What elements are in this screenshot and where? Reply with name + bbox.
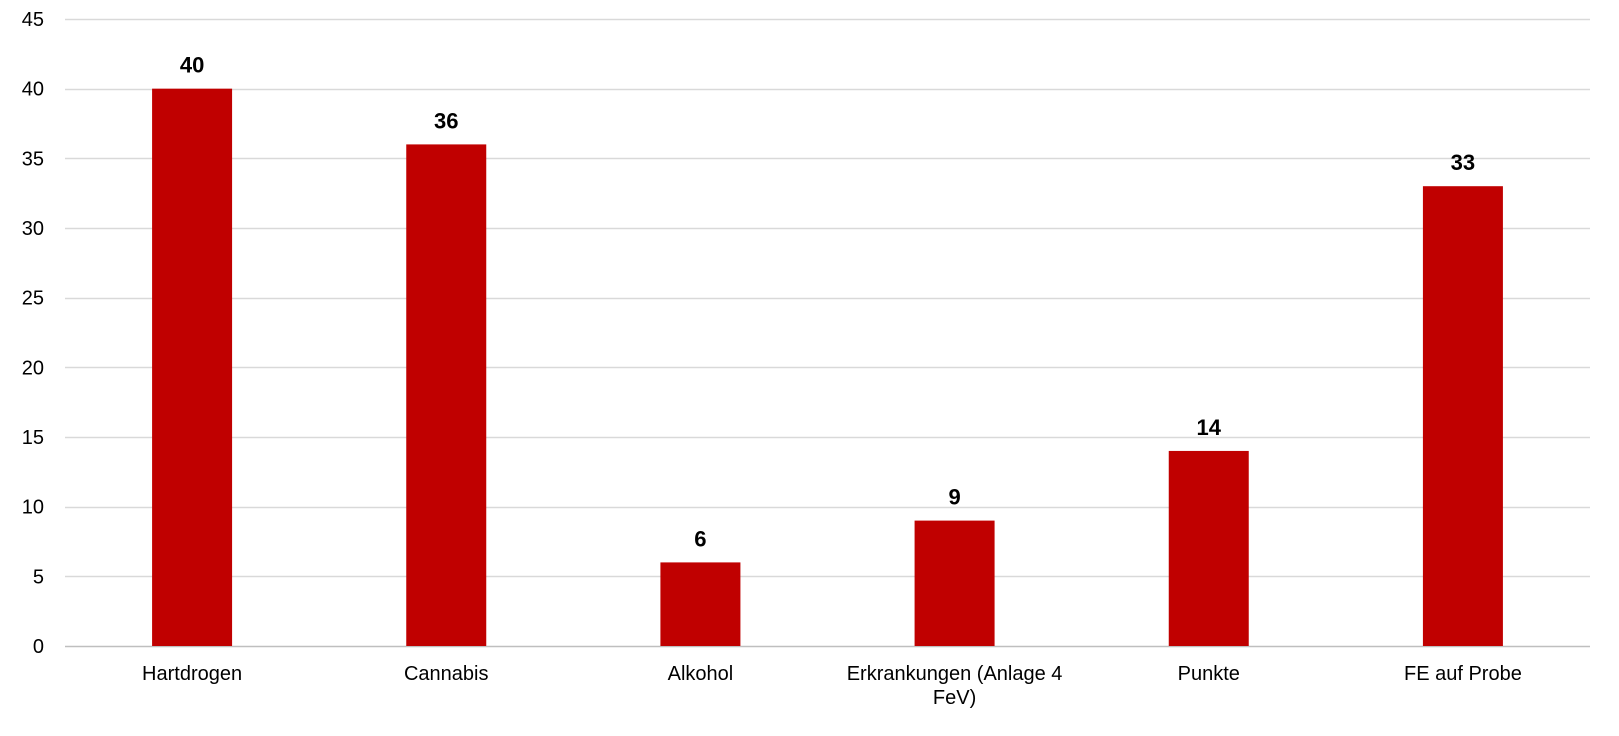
x-axis-categories: Hartdrogen Cannabis Alkohol Erkrankungen (A…	[142, 663, 1522, 709]
y-axis-ticks: 0 5 10 15 20 25 30 35 40 45	[22, 9, 44, 658]
bar	[914, 520, 995, 646]
y-tick-label: 40	[22, 79, 44, 101]
data-label: 14	[1197, 415, 1222, 440]
data-label: 6	[694, 526, 706, 551]
gridlines	[65, 18, 1590, 648]
x-category-label: Punkte	[1178, 663, 1240, 685]
data-label: 40	[180, 53, 204, 78]
x-category-label: FE auf Probe	[1404, 663, 1522, 685]
x-category-label: FeV)	[933, 687, 976, 709]
bar	[406, 144, 487, 646]
bar	[152, 88, 233, 646]
bars	[152, 88, 1503, 646]
y-tick-label: 10	[22, 497, 44, 519]
x-category-label: Hartdrogen	[142, 663, 242, 685]
data-label: 9	[948, 485, 960, 510]
y-tick-label: 35	[22, 148, 44, 170]
data-label: 36	[434, 108, 458, 133]
bar	[1422, 186, 1503, 646]
y-tick-label: 45	[22, 9, 44, 31]
y-tick-label: 30	[22, 218, 44, 240]
x-category-label: Alkohol	[668, 663, 734, 685]
y-tick-label: 5	[33, 566, 44, 588]
data-labels: 40 36 6 9 14 33	[180, 53, 1475, 552]
bar	[660, 562, 741, 646]
y-tick-label: 20	[22, 357, 44, 379]
x-category-label: Cannabis	[404, 663, 489, 685]
bar	[1168, 450, 1249, 646]
data-label: 33	[1451, 150, 1475, 175]
x-category-label: Erkrankungen (Anlage 4	[847, 663, 1063, 685]
y-tick-label: 15	[22, 427, 44, 449]
y-tick-label: 25	[22, 288, 44, 310]
y-tick-label: 0	[33, 636, 44, 658]
